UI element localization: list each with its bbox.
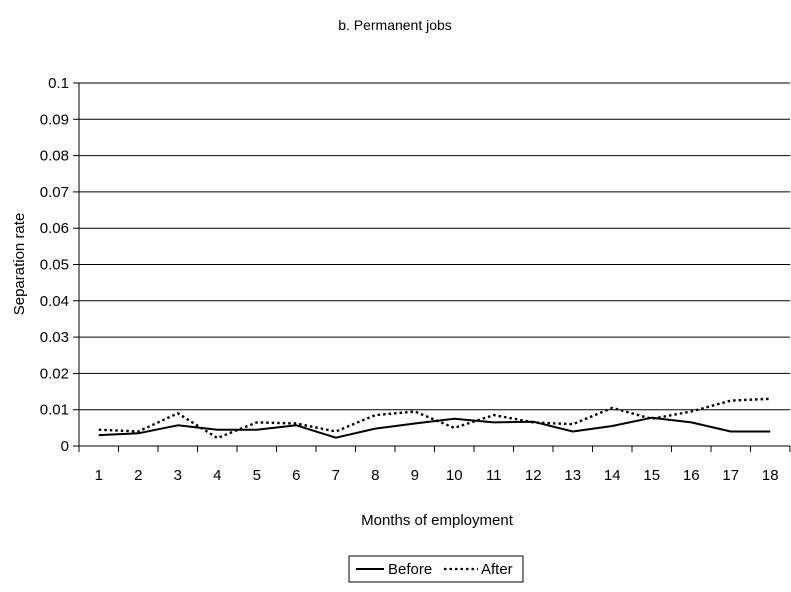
- axes: [78, 83, 791, 452]
- x-tick-label: 11: [486, 467, 502, 484]
- x-tick-label: 17: [722, 467, 739, 484]
- y-tick-label: 0.09: [40, 111, 69, 128]
- x-tick-label: 6: [292, 467, 300, 484]
- y-axis-title: Separation rate: [11, 213, 28, 316]
- x-axis-title: Months of employment: [361, 512, 514, 529]
- x-tick-label: 9: [411, 467, 419, 484]
- x-tick-label: 18: [762, 467, 779, 484]
- series-line-after: [98, 397, 771, 440]
- x-tick-label: 10: [446, 467, 463, 484]
- x-tick-label: 2: [134, 467, 142, 484]
- y-tick-label: 0.03: [40, 329, 69, 346]
- series-lines: [98, 397, 771, 440]
- gridlines: [73, 82, 790, 447]
- x-tick-label: 1: [95, 467, 103, 484]
- x-tick-label: 5: [253, 467, 261, 484]
- x-tick-label: 13: [564, 467, 581, 484]
- y-tick-label: 0.05: [40, 257, 69, 274]
- y-tick-label: 0: [61, 438, 69, 455]
- x-tick-label: 12: [525, 467, 542, 484]
- x-tick-label: 16: [683, 467, 700, 484]
- x-tick-label: 7: [332, 467, 340, 484]
- y-tick-label: 0.06: [40, 220, 69, 237]
- x-tick-label: 8: [371, 467, 379, 484]
- x-tick-label: 14: [604, 467, 621, 484]
- legend-label-before: Before: [388, 561, 432, 578]
- y-tick-labels: 0 0.01 0.02 0.03 0.04 0.05 0.06 0.07 0.08 0.09 0.1: [40, 75, 69, 455]
- legend-label-after: After: [481, 561, 513, 578]
- x-tick-label: 3: [174, 467, 182, 484]
- y-tick-label: 0.1: [48, 75, 69, 92]
- legend: Before After: [348, 555, 524, 583]
- y-tick-label: 0.07: [40, 184, 69, 201]
- x-tick-label: 15: [643, 467, 660, 484]
- y-tick-label: 0.02: [40, 365, 69, 382]
- y-tick-label: 0.01: [40, 402, 69, 419]
- y-tick-label: 0.04: [40, 293, 69, 310]
- x-tick-label: 4: [213, 467, 221, 484]
- chart-title: b. Permanent jobs: [338, 17, 452, 33]
- legend-box: [348, 555, 524, 583]
- y-tick-label: 0.08: [40, 148, 69, 165]
- series-line-before: [98, 416, 771, 439]
- x-tick-labels: 1 2 3 4 5 6 7 8 9 10 11 12 13 14 15 16 17 18: [95, 467, 779, 484]
